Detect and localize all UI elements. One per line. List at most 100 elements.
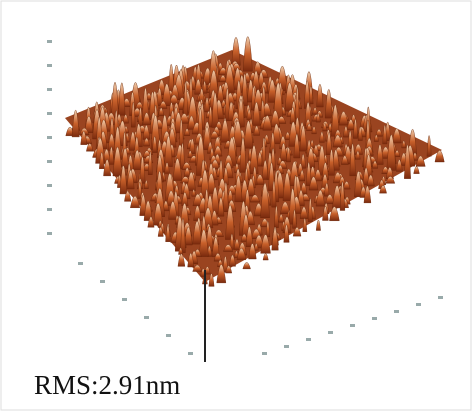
spike [231, 37, 241, 66]
spike [413, 166, 420, 174]
spike [236, 247, 247, 261]
spike [386, 134, 397, 171]
spike [286, 146, 291, 163]
spike [382, 124, 388, 145]
axis-tick [47, 160, 52, 163]
spike [321, 162, 329, 181]
spike [329, 206, 340, 221]
spike [434, 150, 445, 163]
spike [225, 204, 236, 240]
spike [216, 264, 227, 284]
spike [283, 224, 290, 243]
spike [181, 162, 192, 170]
spike [373, 134, 379, 142]
spike [260, 182, 270, 218]
spike [401, 140, 407, 149]
spikes [65, 36, 445, 362]
spike [181, 192, 189, 206]
spike [308, 176, 319, 191]
spike [349, 143, 356, 177]
spike [299, 206, 309, 219]
spike [270, 110, 281, 128]
spike [223, 154, 234, 168]
axis-tick [328, 331, 333, 334]
spike [147, 151, 153, 175]
spike [217, 197, 225, 217]
spike [260, 234, 271, 254]
spike [371, 160, 379, 169]
spike [237, 99, 245, 128]
spike [229, 254, 236, 267]
axis-tick [47, 112, 52, 115]
spike [142, 125, 151, 140]
axis-tick [394, 310, 399, 313]
axis-tick [47, 88, 52, 91]
spike [282, 216, 292, 233]
spike [353, 118, 358, 139]
spike [213, 145, 223, 157]
spike [223, 244, 234, 252]
spike [242, 262, 251, 270]
axis-tick [166, 334, 171, 337]
axis-tick [144, 316, 149, 319]
spike [122, 114, 129, 124]
spike [193, 205, 202, 221]
spike [426, 135, 432, 157]
spike [404, 144, 411, 179]
spike [130, 102, 136, 128]
spike [265, 220, 271, 238]
spike [184, 128, 190, 136]
spike [355, 150, 361, 160]
axis-tick [350, 324, 355, 327]
spike [189, 138, 196, 154]
spike [186, 171, 196, 191]
axis-tick [100, 280, 105, 283]
spike [332, 134, 343, 148]
axes [47, 40, 443, 355]
axis-tick [47, 40, 52, 43]
spike [292, 227, 302, 237]
spike [328, 149, 335, 176]
spike [159, 101, 168, 109]
spike [208, 273, 215, 287]
spike [343, 126, 349, 138]
caption: RMS:2.91nm [34, 370, 181, 400]
spike [300, 182, 308, 195]
spike [293, 134, 301, 159]
spike [363, 185, 372, 204]
spike [315, 113, 321, 123]
spike [249, 194, 261, 203]
spike [103, 159, 112, 177]
axis-tick [47, 184, 52, 187]
spike [319, 131, 325, 143]
spike [262, 115, 273, 131]
spike [147, 216, 155, 228]
spike [274, 205, 279, 228]
spike [86, 143, 94, 152]
spike [341, 155, 349, 165]
spike [315, 219, 321, 231]
axis-tick [47, 64, 52, 67]
spike [353, 144, 363, 155]
spike [253, 125, 260, 136]
axis-tick [372, 317, 377, 320]
spike [357, 126, 363, 141]
spike [306, 123, 313, 131]
axis-tick [47, 136, 52, 139]
spike [248, 243, 257, 260]
spike [234, 175, 243, 203]
spike [152, 136, 158, 153]
spike [396, 159, 403, 172]
spike [80, 130, 88, 145]
spike [270, 132, 276, 154]
spike [339, 181, 346, 211]
spike [244, 189, 251, 212]
spike [295, 86, 300, 126]
spike [262, 253, 269, 261]
spike [165, 225, 171, 242]
spike [324, 89, 333, 119]
spike [118, 82, 126, 116]
spike [180, 217, 186, 253]
